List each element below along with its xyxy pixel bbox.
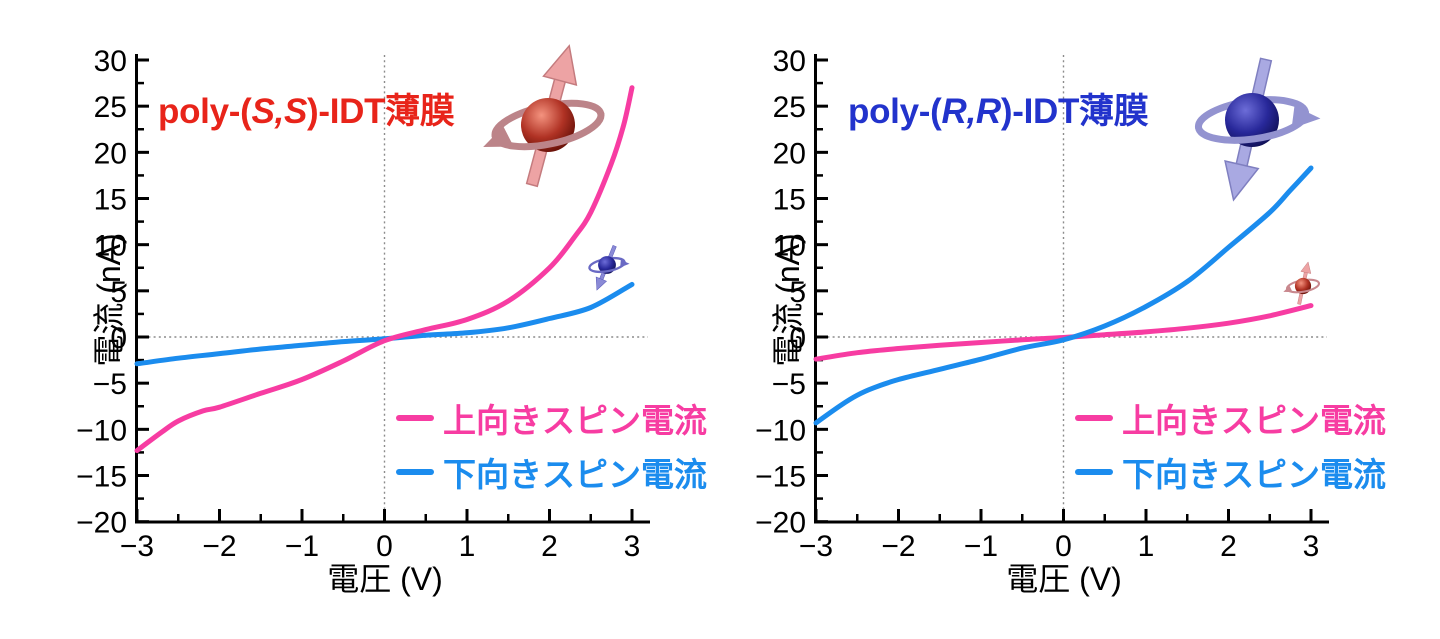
chart2-title-suffix: )-IDT薄膜: [1000, 92, 1149, 131]
spin-arrow-head: [542, 44, 578, 86]
spin-ring-arrow-head: [483, 126, 514, 147]
spin-ring-arrow-head: [620, 259, 630, 268]
x-tick-label: −3: [799, 530, 833, 563]
up-spin-red-sphere-icon: [1283, 261, 1321, 305]
chart1-title: poly-(S,S)-IDT薄膜: [158, 92, 455, 132]
chart2-y-axis-label: 電流 (nA): [770, 233, 806, 367]
y-tick-label: −5: [93, 368, 127, 401]
spin-arrow-head: [1224, 159, 1260, 202]
x-tick-label: 0: [376, 530, 393, 563]
spin-ring-front: [1283, 282, 1321, 294]
down-spin-current-curve: [813, 165, 1314, 426]
chart1-title-prefix: poly-(: [158, 92, 252, 131]
x-tick-label: 2: [541, 530, 558, 563]
spin-ring-front: [588, 259, 630, 274]
y-tick-label: 15: [94, 184, 127, 217]
y-tick-label: 25: [94, 91, 127, 124]
x-tick-label: 2: [1220, 530, 1237, 563]
spin-ring-arrow-head: [1283, 285, 1293, 293]
y-tick-label: 5: [789, 276, 806, 309]
y-tick-label: 15: [773, 184, 806, 217]
y-tick-label: −20: [76, 507, 127, 540]
y-tick-label: −15: [76, 460, 127, 493]
x-tick-label: −2: [202, 530, 236, 563]
chart2-title-prefix: poly-(: [848, 92, 942, 131]
y-tick-label: 0: [789, 322, 806, 355]
x-tick-label: 0: [1055, 530, 1072, 563]
up-spin-red-sphere-icon: [483, 44, 605, 188]
y-tick-label: 25: [773, 91, 806, 124]
chart1-legend-up-spin: 上向きスピン電流: [396, 398, 707, 439]
spin-arrow-head: [1300, 261, 1312, 274]
y-tick-label: −5: [772, 368, 806, 401]
spin-ring-arrow-head: [1291, 105, 1321, 129]
y-tick-label: 30: [94, 45, 127, 78]
chart2-title: poly-(R,R)-IDT薄膜: [848, 92, 1149, 132]
chart2-title-stereocenter: R,R: [941, 92, 1001, 131]
chart1-x-axis-label: 電圧 (V): [327, 561, 443, 597]
down-spin-line-swatch: [396, 469, 434, 475]
up-spin-line-swatch: [1075, 415, 1113, 421]
x-tick-label: −1: [964, 530, 998, 563]
up-spin-legend-label: 上向きスピン電流: [443, 402, 707, 439]
y-tick-label: 10: [773, 230, 806, 263]
y-tick-label: −20: [755, 507, 806, 540]
x-tick-label: −1: [285, 530, 319, 563]
y-tick-label: 20: [773, 137, 806, 170]
down-spin-legend-label: 下向きスピン電流: [1122, 456, 1386, 493]
down-spin-blue-sphere-icon: [1195, 57, 1321, 202]
x-tick-label: −3: [120, 530, 154, 563]
up-spin-legend-label: 上向きスピン電流: [1122, 402, 1386, 439]
chart2-x-axis-label: 電圧 (V): [1006, 561, 1122, 597]
y-tick-label: 30: [773, 45, 806, 78]
down-spin-line-swatch: [1075, 469, 1113, 475]
x-tick-label: −2: [881, 530, 915, 563]
down-spin-legend-label: 下向きスピン電流: [443, 456, 707, 493]
chart1-legend-down-spin: 下向きスピン電流: [396, 452, 707, 493]
chart1-y-axis-label: 電流 (nA): [91, 233, 127, 367]
y-tick-label: −10: [755, 414, 806, 447]
y-tick-label: 20: [94, 137, 127, 170]
x-tick-label: 3: [624, 530, 641, 563]
chart1-title-stereocenter: S,S: [251, 92, 307, 131]
y-tick-label: −15: [755, 460, 806, 493]
x-tick-label: 1: [1138, 530, 1155, 563]
down-spin-blue-sphere-icon: [588, 245, 630, 291]
y-tick-label: 10: [94, 230, 127, 263]
up-spin-line-swatch: [396, 415, 434, 421]
x-tick-label: 3: [1303, 530, 1320, 563]
spin-ring-front: [483, 110, 605, 151]
spin-ring-front: [1195, 105, 1321, 144]
up-spin-current-curve: [134, 85, 635, 454]
x-tick-label: 1: [459, 530, 476, 563]
y-tick-label: 0: [110, 322, 127, 355]
chart2-legend-up-spin: 上向きスピン電流: [1075, 398, 1386, 439]
y-tick-label: −10: [76, 414, 127, 447]
chart1-title-suffix: )-IDT薄膜: [306, 92, 455, 131]
spin-arrow-head: [595, 276, 607, 291]
chart2-legend-down-spin: 下向きスピン電流: [1075, 452, 1386, 493]
y-tick-label: 5: [110, 276, 127, 309]
